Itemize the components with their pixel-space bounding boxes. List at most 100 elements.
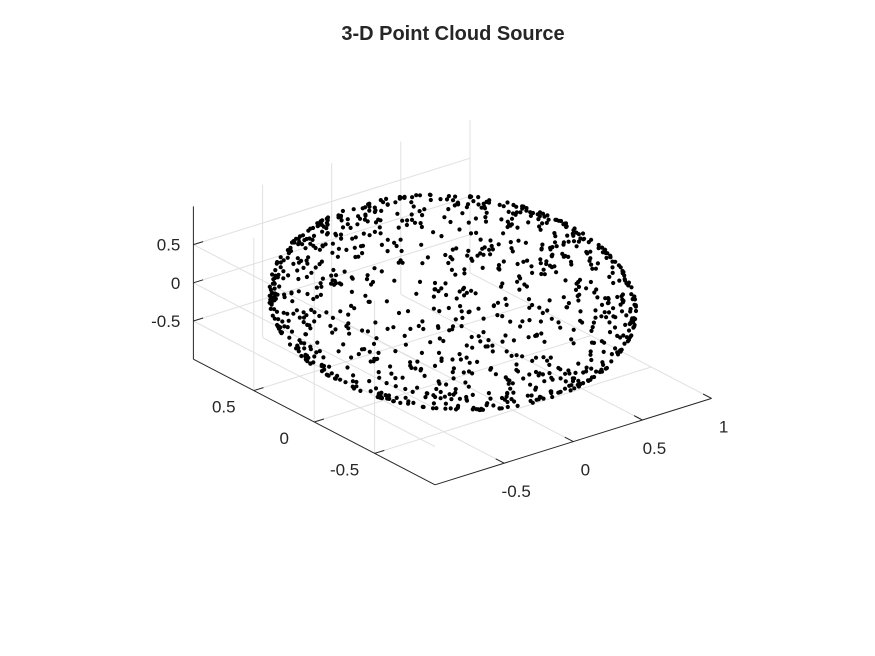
data-point [479, 205, 484, 210]
data-point [515, 279, 520, 284]
data-point [408, 360, 413, 365]
data-point [582, 236, 587, 241]
data-point [588, 249, 593, 254]
data-point [391, 399, 396, 404]
data-point [457, 352, 462, 357]
data-point [392, 240, 397, 245]
data-point [331, 267, 336, 273]
data-point [325, 215, 331, 220]
data-point [330, 315, 335, 320]
data-point [544, 259, 549, 264]
data-point [388, 364, 393, 369]
data-point [590, 325, 595, 330]
data-point [333, 327, 338, 332]
data-point [328, 323, 333, 328]
data-point [488, 238, 493, 243]
data-point [322, 367, 327, 372]
data-point [618, 265, 623, 270]
data-point [438, 396, 443, 401]
data-point [362, 347, 367, 352]
data-point [324, 310, 329, 315]
data-point [411, 400, 416, 405]
data-point [400, 375, 405, 380]
data-point [558, 218, 564, 224]
data-point [537, 210, 543, 215]
grid-line-wall-xz [193, 320, 436, 448]
data-point [314, 294, 320, 299]
data-point [272, 316, 277, 321]
data-point [443, 401, 448, 406]
data-point [455, 200, 461, 205]
data-point [282, 295, 287, 300]
data-point [385, 396, 390, 401]
z-tick-label: 0 [171, 274, 180, 293]
data-point [330, 278, 335, 283]
data-point [393, 376, 398, 381]
data-point [605, 301, 611, 306]
data-point [496, 263, 502, 268]
data-point [563, 278, 568, 283]
data-point [628, 334, 633, 340]
data-point [275, 260, 280, 265]
data-point [467, 309, 472, 314]
grid-line-wall-yz [193, 234, 471, 322]
data-point [476, 195, 481, 200]
data-point [432, 363, 438, 368]
point-cloud [267, 192, 639, 413]
data-point [563, 371, 568, 376]
data-point [478, 237, 483, 242]
data-point [341, 342, 346, 347]
data-point [276, 317, 281, 322]
data-point [317, 349, 322, 354]
data-point [623, 322, 628, 327]
data-point [566, 301, 572, 306]
data-point [533, 387, 538, 392]
data-point [569, 383, 574, 388]
data-point [338, 232, 344, 237]
data-point [527, 318, 532, 323]
data-point [318, 281, 323, 286]
data-point [564, 305, 569, 310]
data-point [272, 286, 277, 291]
x-tick-mark [564, 436, 574, 443]
data-point [272, 298, 277, 303]
data-point [548, 247, 553, 252]
data-point [544, 220, 549, 225]
data-point [572, 386, 577, 391]
data-point [349, 355, 354, 360]
data-point [622, 277, 627, 282]
data-point [624, 335, 630, 340]
data-point [529, 264, 534, 269]
data-point [361, 231, 366, 236]
data-point [352, 245, 357, 250]
data-point [296, 276, 301, 282]
data-point [530, 210, 536, 216]
data-point [514, 353, 519, 358]
data-point [586, 378, 591, 383]
data-point [332, 282, 337, 287]
data-point [453, 194, 458, 199]
data-point [571, 239, 577, 244]
data-point [618, 349, 623, 354]
data-point [538, 257, 543, 262]
data-point [609, 359, 614, 364]
data-point [490, 343, 495, 348]
data-point [459, 309, 464, 314]
data-point [464, 355, 469, 360]
data-point [461, 370, 466, 375]
data-point [368, 359, 373, 364]
data-point [345, 365, 350, 370]
data-point [613, 346, 618, 351]
data-point [420, 404, 425, 409]
data-point [602, 310, 607, 315]
data-point [607, 274, 612, 279]
data-point [320, 276, 325, 281]
data-point [571, 228, 576, 233]
data-point [419, 366, 424, 372]
chart-title: 3-D Point Cloud Source [341, 23, 564, 45]
data-point [499, 217, 504, 222]
data-point [602, 247, 607, 252]
data-point [533, 369, 539, 375]
data-point [584, 365, 589, 370]
data-point [539, 331, 544, 336]
